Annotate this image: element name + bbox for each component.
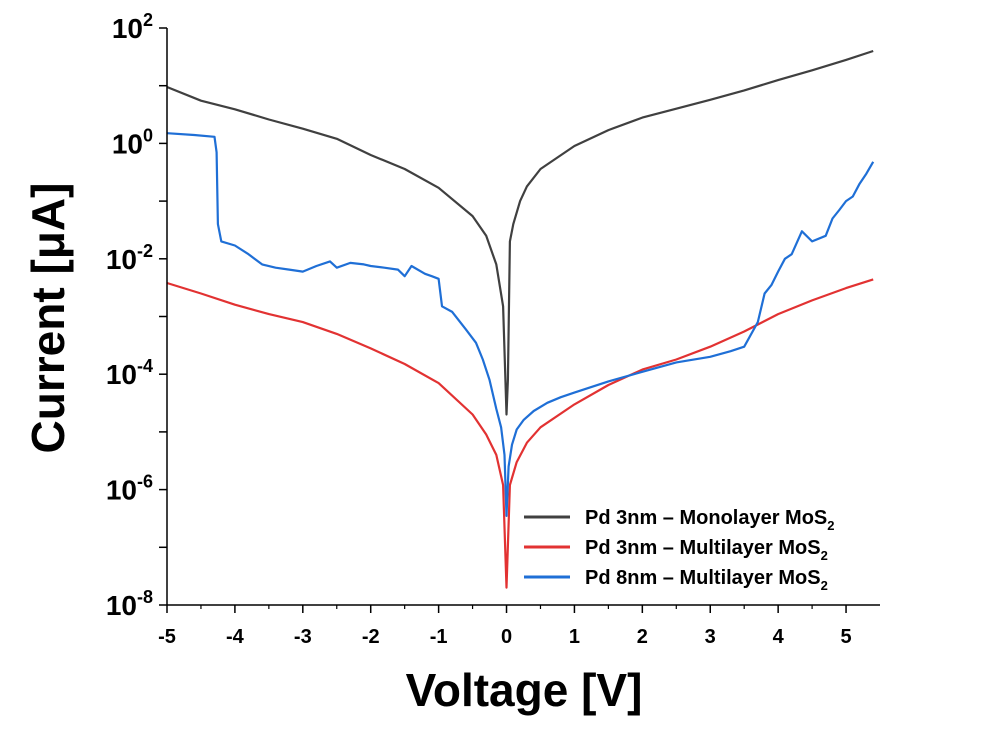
- x-tick-label: 4: [773, 626, 785, 648]
- x-tick-label: -4: [226, 626, 245, 648]
- x-tick-label: 0: [501, 626, 512, 648]
- x-axis-title: Voltage [V]: [406, 664, 643, 716]
- legend-label: Pd 3nm – Multilayer MoS2: [585, 537, 828, 563]
- legend-label: Pd 8nm – Multilayer MoS2: [585, 567, 828, 593]
- y-tick-label: 102: [112, 10, 153, 44]
- x-tick-label: 2: [637, 626, 648, 648]
- x-tick-label: -2: [362, 626, 380, 648]
- series-line-3: [166, 132, 875, 517]
- x-tick-label: 5: [840, 626, 851, 648]
- y-ticks: 102 100 10-2 10-4 10-6 10-8: [106, 10, 167, 621]
- x-tick-label: -3: [294, 626, 312, 648]
- y-tick-label: 10-2: [106, 241, 153, 275]
- x-ticks: -5 -4 -3 -2 -1 0 1 2 3 4 5: [158, 605, 852, 648]
- y-tick-label: 10-4: [106, 356, 153, 390]
- y-axis-title: Current [μA]: [22, 183, 74, 454]
- y-tick-label: 10-8: [106, 587, 153, 621]
- series-line-2: [166, 278, 874, 589]
- x-tick-label: -1: [430, 626, 448, 648]
- legend-label: Pd 3nm – Monolayer MoS2: [585, 507, 835, 533]
- legend: Pd 3nm – Monolayer MoS2 Pd 3nm – Multilay…: [524, 507, 835, 593]
- plot-lines: [166, 49, 875, 589]
- series-line-1: [166, 49, 874, 416]
- x-tick-label: -5: [158, 626, 176, 648]
- y-tick-label: 100: [112, 125, 153, 159]
- y-tick-label: 10-6: [106, 472, 153, 506]
- x-tick-label: 3: [705, 626, 716, 648]
- x-tick-label: 1: [569, 626, 580, 648]
